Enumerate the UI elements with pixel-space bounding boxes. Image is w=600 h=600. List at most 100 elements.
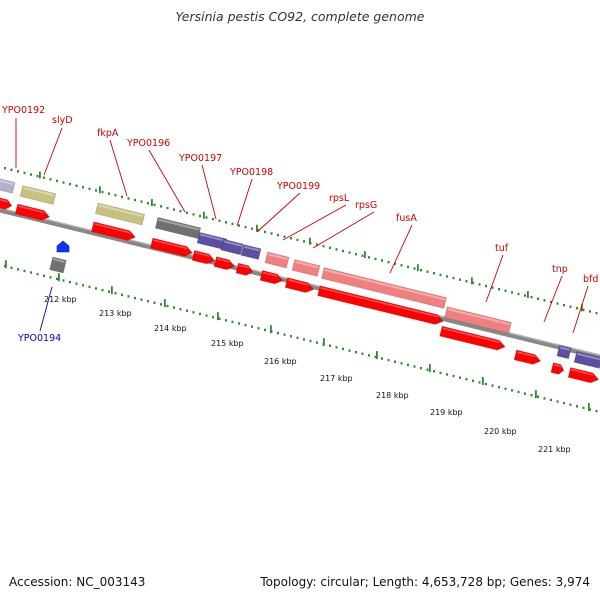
- scale-dot: [556, 400, 559, 403]
- cds-arrow-shine: [153, 239, 188, 250]
- feature-box-tuf: [444, 306, 512, 334]
- tick-dot: [69, 182, 71, 186]
- cds-arrow-shine: [194, 251, 210, 257]
- feature-box-YPO0194-body: [49, 256, 67, 274]
- scale-tick: [58, 273, 60, 282]
- tick-dot: [296, 238, 299, 242]
- tick-major: [151, 198, 153, 206]
- scale-dot: [10, 266, 13, 269]
- scale-dot: [485, 382, 487, 386]
- feature-box-tuf-shine: [447, 308, 511, 326]
- scale-dot: [153, 301, 156, 305]
- scale-dot: [439, 371, 442, 375]
- gene-label: fkpA: [97, 128, 119, 139]
- cds-arrow-shine: [18, 205, 45, 214]
- scale-dot: [62, 279, 65, 282]
- tick-dot: [556, 302, 559, 305]
- cds-arrow: [513, 349, 542, 365]
- cds-arrow-body: [284, 277, 315, 293]
- scale-dot: [75, 282, 78, 285]
- tick-dot: [524, 294, 526, 297]
- tick-dot: [30, 173, 32, 176]
- cds-arrow-reverse: [56, 240, 70, 253]
- scale-dot: [23, 269, 26, 273]
- cds-arrow-shine: [94, 223, 131, 234]
- feature-box-tnp-body: [556, 344, 572, 360]
- feature-box-rpsG-shine: [294, 260, 319, 269]
- tick-dot: [36, 174, 39, 178]
- tick-dot: [322, 245, 325, 248]
- scale-dot: [413, 365, 416, 368]
- tick-dot: [550, 300, 552, 304]
- scale-dot: [465, 378, 468, 381]
- gene-label: tnp: [552, 264, 568, 275]
- scale-dot: [316, 341, 318, 344]
- scale-dot: [95, 287, 97, 290]
- scale-label: 221 kbp: [538, 445, 571, 454]
- tick-dot: [530, 295, 533, 299]
- callout-line: [485, 254, 504, 303]
- callout-line: [201, 164, 217, 220]
- cds-arrow: [191, 250, 216, 265]
- scale-label: 214 kbp: [154, 324, 187, 333]
- scale-dot: [407, 363, 409, 367]
- scale-label: 218 kbp: [376, 391, 409, 400]
- feature-box-purple-shine: [199, 233, 226, 242]
- cds-arrow-shine: [553, 363, 562, 368]
- tick-major: [309, 237, 311, 245]
- tick-dot: [23, 171, 26, 175]
- scale-dot: [459, 376, 461, 379]
- gene-label: YPO0197: [178, 153, 222, 164]
- scale-dot: [361, 352, 364, 355]
- scale-dot: [550, 398, 552, 402]
- tick-dot: [192, 213, 195, 216]
- tick-dot: [56, 179, 58, 183]
- feature-box-purple: [240, 244, 262, 260]
- tick-dot: [264, 230, 266, 234]
- cds-arrow: [439, 325, 506, 351]
- feature-box-bfd: [573, 351, 600, 369]
- tick-dot: [277, 233, 279, 237]
- gene-label: YPO0196: [126, 138, 170, 149]
- tick-major: [203, 211, 205, 219]
- feature-box-fusA: [321, 267, 447, 309]
- cds-arrow-body: [513, 349, 542, 365]
- scale-tick: [270, 325, 272, 334]
- scale-dot: [121, 293, 123, 297]
- scale-dot: [420, 366, 422, 370]
- tick-dot: [270, 232, 273, 235]
- scale-dot: [127, 295, 130, 298]
- scale-dot: [537, 395, 539, 398]
- scale-dot: [368, 354, 370, 357]
- scale-dot: [192, 311, 195, 314]
- scale-dot: [491, 384, 494, 387]
- feature-box-olive-body: [94, 202, 146, 226]
- scale-dot: [108, 290, 110, 293]
- scale-labels: 212 kbp 213 kbp 214 kbp 215 kbp 216 kbp 217 k…: [44, 295, 571, 454]
- cds-arrow: [317, 285, 444, 325]
- cds-arrow-shine: [262, 271, 278, 277]
- scale-dot: [446, 373, 448, 376]
- cds-arrow-shine: [516, 351, 536, 358]
- scale-dot: [504, 387, 507, 391]
- scale-dot: [387, 358, 390, 362]
- feature-box-grey-partial: [0, 178, 16, 194]
- scale-label: 215 kbp: [211, 339, 244, 348]
- scale-dot: [426, 368, 429, 371]
- feature-box-tnp: [556, 344, 572, 360]
- tick-dot: [140, 200, 143, 203]
- tick-dot: [576, 307, 578, 310]
- scale-dot: [400, 362, 403, 365]
- scale-dot: [173, 306, 175, 309]
- scale-dot: [231, 320, 234, 324]
- tick-dot: [452, 276, 455, 280]
- cds-arrow: [91, 221, 136, 241]
- scale-tick: [323, 338, 325, 347]
- scale-dot: [186, 309, 188, 312]
- cds-arrow: [150, 237, 193, 257]
- tick-major: [527, 291, 529, 299]
- tick-dot: [381, 259, 383, 262]
- tick-dot: [147, 202, 149, 205]
- cds-arrow-body: [91, 221, 136, 241]
